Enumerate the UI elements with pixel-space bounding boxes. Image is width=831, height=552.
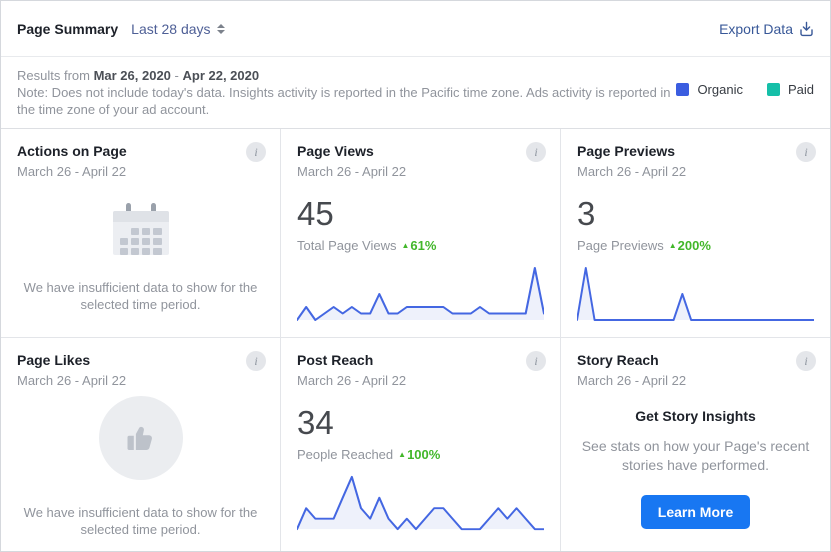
info-icon[interactable]: i (246, 142, 266, 162)
up-arrow-icon: ▲ (668, 240, 677, 250)
page-previews-sparkline (577, 267, 814, 321)
legend-item-organic: Organic (676, 82, 743, 97)
page-views-sparkline (297, 267, 544, 321)
results-prefix: Results from (17, 68, 94, 83)
info-icon[interactable]: i (246, 351, 266, 371)
metric-line: People Reached ▲ 100% (297, 447, 544, 462)
story-insights-heading: Get Story Insights (635, 408, 756, 424)
card-page-previews[interactable]: Page Previews March 26 - April 22 i 3 Pa… (561, 129, 830, 337)
export-data-button[interactable]: Export Data (719, 21, 814, 37)
metric-line: Page Previews ▲ 200% (577, 238, 814, 253)
sort-carets-icon (216, 24, 225, 34)
info-icon[interactable]: i (526, 351, 546, 371)
empty-icon-wrap (17, 179, 264, 255)
page-title: Page Summary (17, 20, 119, 37)
card-post-reach[interactable]: Post Reach March 26 - April 22 i 34 Peop… (281, 338, 560, 551)
organic-swatch-icon (676, 83, 690, 96)
results-end-date: Apr 22, 2020 (182, 68, 260, 83)
delta-value: 200% (677, 238, 711, 253)
card-title: Story Reach (577, 352, 659, 368)
results-date-separator: - (170, 68, 183, 83)
legend-item-paid: Paid (766, 82, 814, 97)
card-actions-on-page[interactable]: Actions on Page March 26 - April 22 i We… (1, 129, 280, 337)
thumb-up-icon (98, 396, 183, 480)
card-story-reach[interactable]: Story Reach March 26 - April 22 i Get St… (561, 338, 830, 551)
card-date-range: March 26 - April 22 (17, 373, 127, 388)
header: Page Summary Last 28 days Export Data (1, 1, 830, 57)
page-views-total: 45 (297, 195, 334, 232)
info-icon[interactable]: i (796, 142, 816, 162)
date-range-selector-label: Last 28 days (131, 20, 211, 37)
results-start-date: Mar 26, 2020 (93, 68, 171, 83)
delta-badge: ▲ 61% (402, 238, 437, 253)
empty-icon-wrap (17, 388, 264, 480)
legend-organic-label: Organic (697, 82, 743, 97)
card-title: Page Views (297, 143, 374, 159)
up-arrow-icon: ▲ (401, 240, 410, 250)
metric-line: Total Page Views ▲ 61% (297, 238, 544, 253)
card-title: Page Previews (577, 143, 676, 159)
insufficient-data-message: We have insufficient data to show for th… (23, 280, 258, 312)
delta-value: 100% (407, 447, 441, 462)
delta-value: 61% (410, 238, 437, 253)
up-arrow-icon: ▲ (398, 449, 407, 459)
note-body: Note: Does not include today's data. Ins… (17, 85, 671, 117)
card-page-views[interactable]: Page Views March 26 - April 22 i 45 Tota… (281, 129, 560, 337)
date-range-selector[interactable]: Last 28 days (131, 20, 225, 37)
learn-more-button[interactable]: Learn More (640, 495, 751, 529)
legend: Organic Paid (676, 82, 814, 97)
paid-swatch-icon (766, 83, 780, 96)
post-reach-sparkline (297, 475, 544, 531)
download-icon (800, 21, 813, 36)
card-page-likes[interactable]: Page Likes March 26 - April 22 i We have… (1, 338, 280, 551)
story-insights-description: See stats on how your Page's recent stor… (581, 438, 810, 473)
card-date-range: March 26 - April 22 (297, 164, 407, 179)
card-title: Page Likes (17, 352, 91, 368)
card-date-range: March 26 - April 22 (297, 373, 407, 388)
export-data-label: Export Data (719, 20, 793, 37)
metric-label: Total Page Views (297, 238, 397, 253)
card-title: Actions on Page (17, 143, 127, 159)
card-date-range: March 26 - April 22 (577, 164, 687, 179)
insufficient-data-message: We have insufficient data to show for th… (23, 505, 258, 537)
post-reach-total: 34 (297, 404, 334, 441)
calendar-icon (112, 203, 169, 255)
card-title: Post Reach (297, 352, 374, 368)
note-section: Results from Mar 26, 2020 - Apr 22, 2020… (1, 57, 830, 129)
legend-paid-label: Paid (787, 82, 814, 97)
delta-badge: ▲ 200% (669, 238, 711, 253)
card-date-range: March 26 - April 22 (577, 373, 687, 388)
metric-label: People Reached (297, 447, 394, 462)
metric-label: Page Previews (577, 238, 664, 253)
info-icon[interactable]: i (796, 351, 816, 371)
summary-cards-grid: Actions on Page March 26 - April 22 i We… (1, 129, 830, 551)
delta-badge: ▲ 100% (398, 447, 440, 462)
info-icon[interactable]: i (526, 142, 546, 162)
note-text-block: Results from Mar 26, 2020 - Apr 22, 2020… (17, 67, 676, 118)
card-date-range: March 26 - April 22 (17, 164, 127, 179)
page-previews-total: 3 (577, 195, 596, 232)
